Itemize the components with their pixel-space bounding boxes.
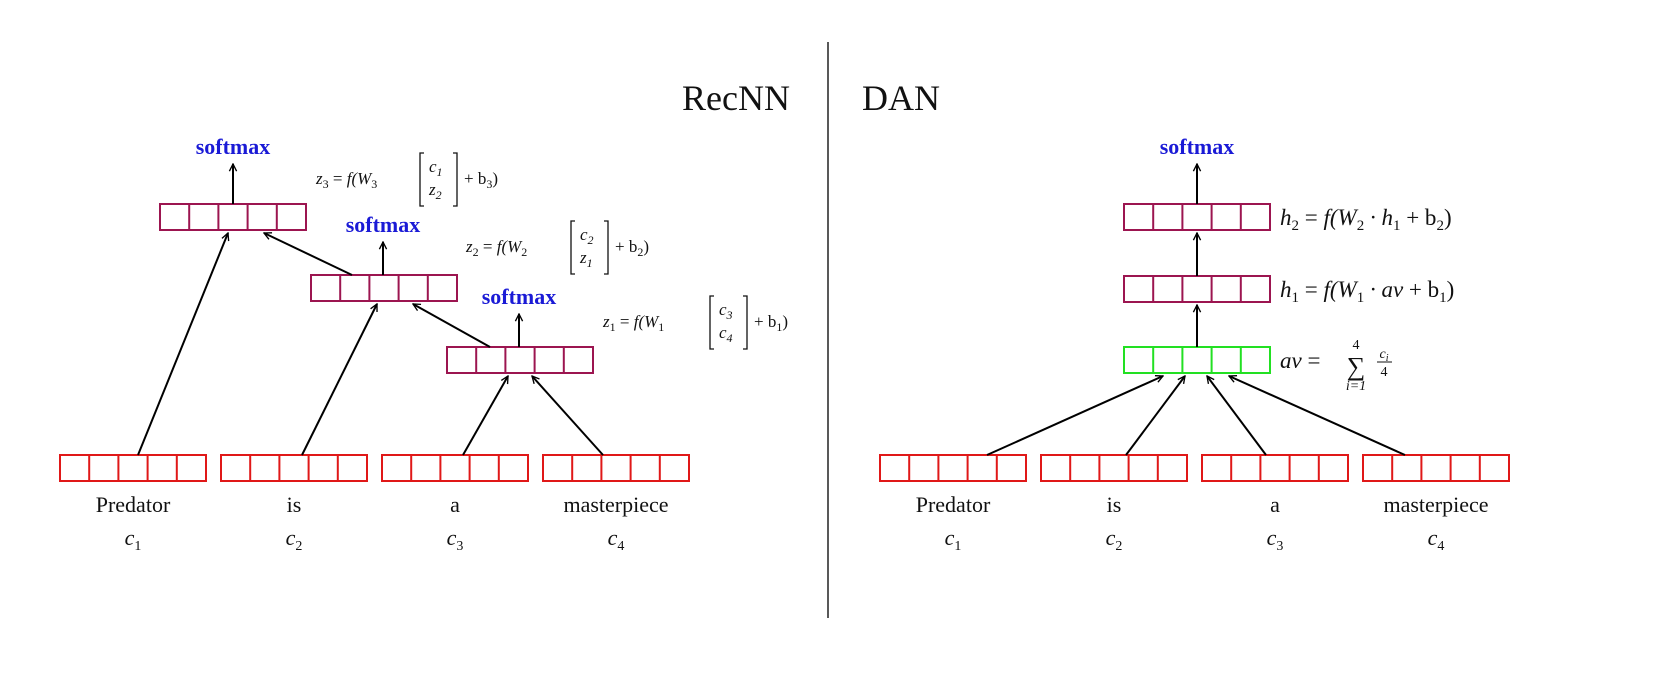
- recnn-word-masterpiece: masterpiece: [563, 492, 668, 517]
- dan-word-vector-a: [1201, 454, 1349, 482]
- svg-text:c2: c2: [580, 225, 594, 247]
- recnn-word-vector-predator: [59, 454, 207, 482]
- recnn-softmax-z2: softmax: [346, 212, 421, 237]
- recnn-word-is: is: [287, 492, 302, 517]
- dan-word-vector-is: [1040, 454, 1188, 482]
- recnn-symbol-c1: c1: [125, 525, 142, 554]
- svg-text:ci: ci: [1380, 347, 1389, 364]
- dan-word-vector-predator: [879, 454, 1027, 482]
- svg-text:c1: c1: [429, 157, 443, 179]
- edge-c4-av: [1229, 376, 1406, 456]
- svg-text:i=1: i=1: [1346, 379, 1366, 394]
- recnn-word-vector-a: [381, 454, 529, 482]
- recnn-node-z1: [446, 346, 594, 374]
- dan-word-vector-masterpiece: [1362, 454, 1510, 482]
- recnn-symbol-c3: c3: [447, 525, 464, 554]
- svg-text:av =: av =: [1280, 348, 1320, 373]
- recnn-symbol-c4: c4: [608, 525, 625, 554]
- svg-text:z1: z1: [579, 248, 593, 270]
- dan-equation-av: av = 4 ∑ i=1 ci 4: [1280, 338, 1392, 394]
- dan-word-masterpiece: masterpiece: [1383, 492, 1488, 517]
- svg-text:z2 = f(W2: z2 = f(W2: [465, 237, 527, 259]
- dan-node-h2: [1123, 203, 1271, 231]
- edge-c2-av: [1125, 376, 1185, 456]
- dan-word-is: is: [1107, 492, 1122, 517]
- dan-symbol-c4: c4: [1428, 525, 1445, 554]
- recnn-node-z2: [310, 274, 458, 302]
- edge-c2-z2: [301, 304, 378, 456]
- edge-c1-av: [986, 376, 1163, 456]
- recnn-symbol-c2: c2: [286, 525, 303, 554]
- svg-text:4: 4: [1381, 365, 1388, 380]
- dan-word-a: a: [1270, 492, 1280, 517]
- edge-z1-z2: [413, 303, 491, 348]
- dan-node-average: [1123, 346, 1271, 374]
- svg-text:h1 = f(W1 · av + b1): h1 = f(W1 · av + b1): [1280, 277, 1454, 306]
- recnn-word-vector-masterpiece: [542, 454, 690, 482]
- svg-text:z3 = f(W3: z3 = f(W3: [315, 169, 377, 191]
- dan-symbol-c2: c2: [1106, 525, 1123, 554]
- svg-text:4: 4: [1353, 338, 1360, 353]
- recnn-node-z3: [159, 203, 307, 231]
- svg-text:+ b3): + b3): [464, 169, 498, 191]
- recnn-title: RecNN: [682, 78, 790, 118]
- svg-text:c4: c4: [719, 323, 733, 345]
- edge-c4-z1: [532, 376, 604, 456]
- dan-softmax: softmax: [1160, 134, 1235, 159]
- recnn-equation-z2: z2 = f(W2 c2 z1 + b2): [465, 220, 649, 275]
- recnn-panel: RecNN: [59, 78, 790, 554]
- dan-edges: [986, 164, 1406, 456]
- edge-c3-av: [1207, 376, 1267, 456]
- recnn-word-predator: Predator: [96, 492, 171, 517]
- recnn-softmax-z1: softmax: [482, 284, 557, 309]
- svg-text:h2 = f(W2 · h1 + b2): h2 = f(W2 · h1 + b2): [1280, 205, 1452, 234]
- dan-title: DAN: [862, 78, 940, 118]
- dan-equation-h1: h1 = f(W1 · av + b1): [1280, 277, 1454, 306]
- svg-text:z1 = f(W1: z1 = f(W1: [602, 312, 664, 334]
- recnn-softmax-z3: softmax: [196, 134, 271, 159]
- sum-icon: ∑: [1347, 352, 1366, 381]
- dan-panel: DAN: [862, 78, 1510, 554]
- svg-text:z2: z2: [428, 180, 442, 202]
- dan-node-h1: [1123, 275, 1271, 303]
- edge-c1-z3: [137, 233, 228, 456]
- edge-z2-z3: [264, 232, 353, 276]
- recnn-word-a: a: [450, 492, 460, 517]
- dan-symbol-c3: c3: [1267, 525, 1284, 554]
- svg-text:c3: c3: [719, 300, 733, 322]
- recnn-equation-z1: z1 = f(W1 c3 c4 + b1): [602, 295, 788, 350]
- recnn-equation-z3: z3 = f(W3 c1 z2 + b3): [315, 152, 498, 207]
- recnn-word-vector-is: [220, 454, 368, 482]
- svg-text:+ b1): + b1): [754, 312, 788, 334]
- recnn-edges: [137, 164, 604, 456]
- dan-word-predator: Predator: [916, 492, 991, 517]
- dan-equation-h2: h2 = f(W2 · h1 + b2): [1280, 205, 1452, 234]
- edge-c3-z1: [462, 376, 509, 456]
- svg-text:+ b2): + b2): [615, 237, 649, 259]
- dan-symbol-c1: c1: [945, 525, 962, 554]
